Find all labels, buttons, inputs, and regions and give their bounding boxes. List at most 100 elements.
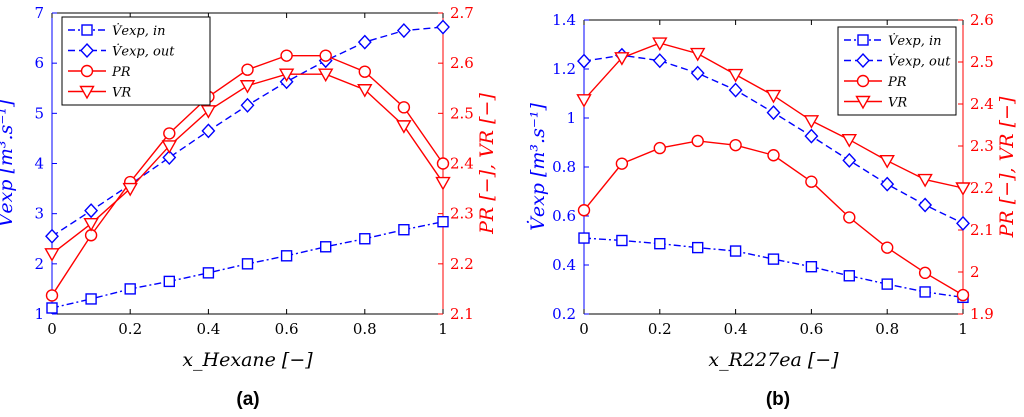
data-point: [437, 215, 449, 228]
data-point: [577, 53, 591, 69]
legend-entry: VR: [112, 86, 131, 101]
legend-entry: PR: [111, 65, 131, 80]
chart-panel-b: 0 0.2 0.4 0.6 0.8 10.20.40.60.811.21.41.922.1…: [527, 11, 1018, 410]
data-point: [576, 94, 592, 108]
y-right-tick-label: 2.1: [970, 221, 994, 239]
legend-marker: [79, 85, 95, 100]
data-point: [654, 237, 666, 250]
panel-caption: (b): [766, 389, 790, 410]
x-tick-label: 0.4: [196, 320, 220, 338]
data-point: [728, 82, 743, 98]
data-point: [163, 275, 176, 288]
legend-marker: [856, 52, 870, 69]
data-point: [200, 105, 217, 119]
data-point: [396, 120, 412, 134]
y-right-tick-label: 2.5: [970, 53, 994, 71]
series-line: [583, 237, 964, 299]
y-right-tick-label: 2.5: [450, 104, 474, 122]
panel-caption: (a): [236, 389, 259, 410]
data-point: [240, 97, 255, 113]
data-point: [161, 140, 177, 154]
y-right-axis-label: PR [−], VR [−]: [476, 93, 498, 235]
data-point: [729, 138, 742, 152]
x-tick-label: 0.2: [118, 320, 142, 338]
data-point: [577, 204, 591, 217]
legend-entry: VR: [888, 96, 907, 111]
y-right-tick-label: 2: [970, 263, 980, 281]
x-tick-label: 0.4: [724, 320, 748, 338]
data-point: [85, 293, 97, 305]
x-tick-label: 0: [579, 320, 589, 338]
data-point: [918, 266, 932, 280]
data-point: [652, 37, 668, 52]
x-axis-label: x_R227ea [−]: [708, 349, 839, 371]
data-point: [766, 105, 781, 121]
data-point: [319, 49, 332, 62]
data-point: [357, 34, 372, 50]
data-point: [653, 141, 666, 155]
x-tick-label: 1: [958, 320, 968, 338]
data-point: [880, 176, 895, 192]
x-tick-label: 0.2: [648, 320, 672, 338]
data-point: [843, 211, 856, 224]
data-point: [616, 234, 628, 247]
data-point: [436, 157, 450, 170]
data-point: [803, 115, 820, 129]
data-point: [359, 233, 371, 245]
y-left-tick-label: 5: [34, 104, 44, 122]
series-square: [578, 232, 969, 304]
data-point: [652, 53, 667, 69]
data-point: [805, 175, 818, 188]
y-left-tick-label: 1: [566, 109, 576, 127]
data-point: [241, 63, 254, 76]
y-right-tick-label: 2.3: [450, 205, 474, 223]
data-point: [396, 23, 411, 39]
data-point: [163, 127, 176, 140]
data-point: [239, 80, 256, 94]
data-point: [767, 253, 780, 265]
data-point: [318, 68, 334, 83]
legend: V̇exp, in V̇exp, out PR VR: [61, 16, 211, 106]
y-left-tick-label: 0.4: [552, 256, 576, 274]
data-point: [842, 152, 857, 168]
data-point: [955, 182, 971, 196]
data-point: [397, 101, 411, 114]
legend-marker: [80, 64, 94, 78]
data-point: [202, 267, 215, 279]
series-triangle-down: [44, 68, 451, 262]
data-point: [122, 182, 138, 197]
x-tick-label: 1: [438, 320, 448, 338]
y-right-tick-label: 1.9: [970, 305, 994, 323]
legend-entry: V̇exp, in: [112, 23, 166, 39]
y-left-tick-label: 3: [34, 205, 44, 223]
data-point: [804, 128, 819, 144]
series-line: [583, 140, 964, 296]
data-point: [879, 154, 895, 169]
y-right-tick-label: 2.2: [450, 255, 474, 273]
y-left-tick-label: 0.8: [552, 158, 576, 176]
data-point: [692, 241, 704, 254]
y-left-tick-label: 7: [34, 4, 44, 22]
data-point: [917, 173, 933, 188]
data-point: [201, 123, 216, 139]
y-right-tick-label: 2.2: [970, 179, 994, 197]
legend-marker: [81, 24, 93, 36]
data-point: [956, 215, 970, 231]
y-left-tick-label: 1.4: [552, 11, 576, 29]
data-point: [690, 47, 706, 62]
x-tick-label: 0.8: [875, 320, 899, 338]
series-triangle-down: [576, 37, 971, 196]
data-point: [241, 258, 254, 270]
x-tick-label: 0.6: [799, 320, 823, 338]
data-point: [280, 49, 293, 62]
y-right-tick-label: 2.6: [450, 54, 474, 72]
y-left-tick-label: 0.2: [552, 305, 576, 323]
x-axis-label: x_Hexane [−]: [182, 349, 313, 371]
x-tick-label: 0.6: [275, 320, 299, 338]
legend-entry: PR: [887, 75, 907, 90]
data-point: [691, 134, 704, 148]
y-right-tick-label: 2.7: [450, 4, 474, 22]
y-right-tick-label: 2.3: [970, 137, 994, 155]
legend-entry: V̇exp, in: [888, 33, 942, 49]
